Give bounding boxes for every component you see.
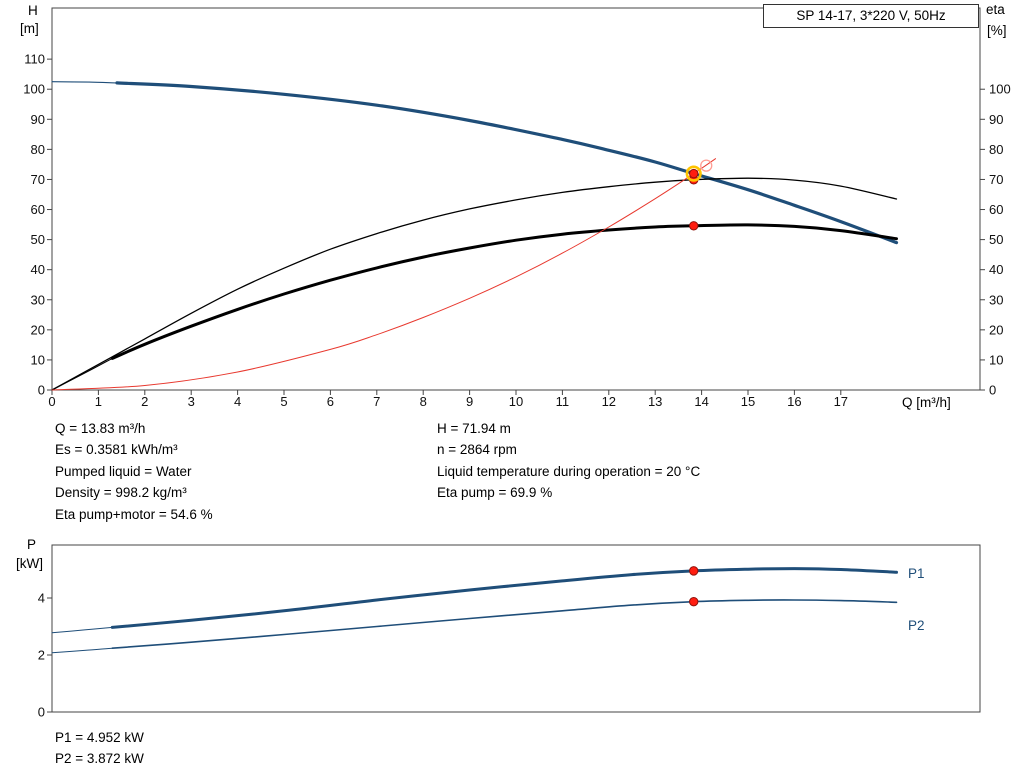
p-tick-label: 0 [38,705,45,720]
eta-tick-label: 90 [989,112,1003,127]
eta-tick-label: 30 [989,292,1003,307]
h-tick-label: 30 [31,292,45,307]
x-tick-label: 16 [787,394,801,409]
h-tick-label: 80 [31,142,45,157]
eta-tick-label: 70 [989,172,1003,187]
head-curve-lead [51,81,118,84]
h-axis-unit: [m] [20,21,39,36]
x-tick-label: 15 [741,394,755,409]
h-tick-label: 110 [24,52,45,67]
info-line: Eta pump = 69.9 % [437,485,553,501]
x-tick-label: 1 [95,394,102,409]
x-tick-label: 10 [509,394,523,409]
p2-duty-point-marker [689,596,699,607]
h-tick-label: 50 [31,232,45,247]
h-tick-label: 10 [31,352,45,367]
info-line: P1 = 4.952 kW [55,730,144,745]
duty-info-left: Q = 13.83 m³/h Es = 0.3581 kWh/m³ Pumped l… [55,418,213,525]
eta-pump-motor-curve [110,223,898,360]
duty-info-right: H = 71.94 m n = 2864 rpm Liquid temperatur… [437,418,700,504]
hq-eta-chart: 0 1 2 3 4 5 6 7 8 9 10 11 12 13 14 15 16 1701020304050607… [23,7,1011,409]
eta-tick-label: 60 [989,202,1003,217]
q-axis-title: Q [m³/h] [902,395,951,410]
eta-axis-title: eta [986,2,1005,17]
eta-tick-label: 10 [989,352,1003,367]
eta-pump-motor-lead [51,357,113,391]
p1-duty-point-marker [689,566,699,576]
h-tick-label: 20 [31,322,45,337]
proposal-point-marker [700,159,713,172]
eta-tick-label: 80 [989,142,1003,157]
x-tick-label: 0 [48,394,55,409]
eta-axis-unit: [%] [987,23,1007,38]
head-curve [115,81,899,245]
system-curve [51,158,716,391]
x-tick-label: 4 [234,394,241,409]
eta-pump-curve [51,177,898,391]
info-line: Pumped liquid = Water [55,463,192,479]
x-tick-label: 14 [694,394,708,409]
x-tick-label: 3 [188,394,195,409]
plot-border [51,7,981,391]
h-tick-label: 0 [38,383,45,398]
h-tick-label: 70 [31,172,45,187]
x-tick-label: 12 [602,394,616,409]
info-line: Density = 998.2 kg/m³ [55,485,187,501]
h-tick-label: 100 [23,82,45,97]
x-tick-label: 11 [556,394,570,409]
eta-tick-label: 40 [989,262,1003,277]
x-tick-label: 2 [141,394,148,409]
h-tick-label: 90 [31,112,45,127]
eta-pump-motor-point-marker [689,221,699,231]
eta-tick-label: 0 [989,383,996,398]
x-tick-label: 8 [420,394,427,409]
info-line: Q = 13.83 m³/h [55,421,146,436]
info-line: Eta pump+motor = 54.6 % [55,506,213,522]
info-line: n = 2864 rpm [437,442,517,458]
eta-tick-label: 50 [989,232,1003,247]
x-tick-label: 5 [280,394,287,409]
power-chart: 0 2 4 [38,544,981,720]
eta-tick-label: 100 [989,82,1011,97]
x-tick-label: 6 [327,394,334,409]
x-tick-label: 17 [834,394,848,409]
p1-curve-lead [51,626,113,634]
p-tick-label: 4 [38,591,45,606]
p-axis-title: P [27,537,37,552]
p-tick-label: 2 [38,648,45,663]
power-info: P1 = 4.952 kW P2 = 3.872 kW [55,727,144,770]
info-line: Es = 0.3581 kWh/m³ [55,442,178,458]
x-tick-label: 7 [373,394,380,409]
x-tick-label: 13 [648,394,662,409]
x-tick-label: 9 [466,394,473,409]
plot-border [51,544,981,713]
h-tick-label: 40 [31,262,45,277]
p2-curve [111,599,898,649]
duty-point-ring [685,165,702,182]
pump-title-box: SP 14-17, 3*220 V, 50Hz [763,4,979,28]
p1-series-label: P1 [908,566,925,581]
p2-curve-lead [51,647,113,654]
p1-curve [110,567,898,629]
p-axis-unit: [kW] [16,556,43,571]
info-line: P2 = 3.872 kW [55,751,144,767]
h-axis-title: H [28,3,38,18]
h-tick-label: 60 [31,202,45,217]
duty-point-marker [689,168,699,179]
p2-series-label: P2 [908,618,925,633]
info-line: Liquid temperature during operation = 20… [437,463,701,479]
eta-tick-label: 20 [989,322,1003,337]
info-line: H = 71.94 m [437,421,511,436]
